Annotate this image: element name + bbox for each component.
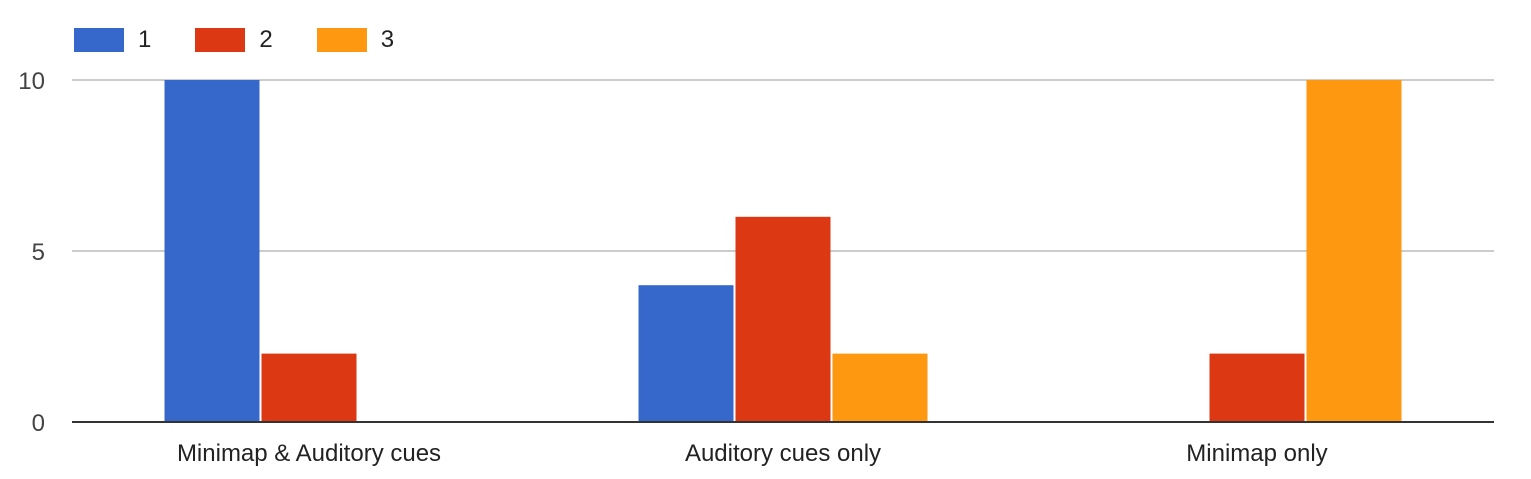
y-tick-labels: 0 5 10 — [18, 68, 45, 437]
legend-label-series-2: 2 — [259, 26, 273, 53]
y-tick-label: 0 — [32, 410, 45, 437]
legend-item-series-3: 3 — [316, 26, 395, 54]
legend-label-series-3: 3 — [380, 26, 395, 53]
x-tick-labels: Minimap & Auditory cues Auditory cues onl… — [177, 440, 1328, 467]
bar-series-3-1[interactable] — [832, 353, 928, 422]
legend-swatch-series-2 — [195, 28, 246, 52]
legend-item-series-1: 1 — [74, 26, 151, 54]
legend-swatch-series-3 — [316, 28, 367, 52]
bar-series-3-2[interactable] — [1306, 80, 1402, 422]
legend-label-series-1: 1 — [138, 26, 152, 53]
y-tick-label: 5 — [32, 239, 45, 266]
bar-series-2-0[interactable] — [261, 353, 357, 422]
x-tick-label: Auditory cues only — [685, 440, 881, 467]
legend: 1 2 3 — [74, 26, 438, 54]
y-tick-label: 10 — [18, 68, 45, 95]
x-tick-label: Minimap only — [1186, 440, 1327, 467]
bars — [164, 80, 1402, 422]
legend-item-series-2: 2 — [195, 26, 273, 54]
legend-swatch-series-1 — [74, 28, 124, 52]
x-tick-label: Minimap & Auditory cues — [177, 440, 441, 467]
bar-series-1-0[interactable] — [164, 80, 260, 422]
bar-series-2-1[interactable] — [735, 216, 831, 422]
bar-series-1-1[interactable] — [638, 285, 734, 422]
bar-series-2-2[interactable] — [1209, 353, 1305, 422]
